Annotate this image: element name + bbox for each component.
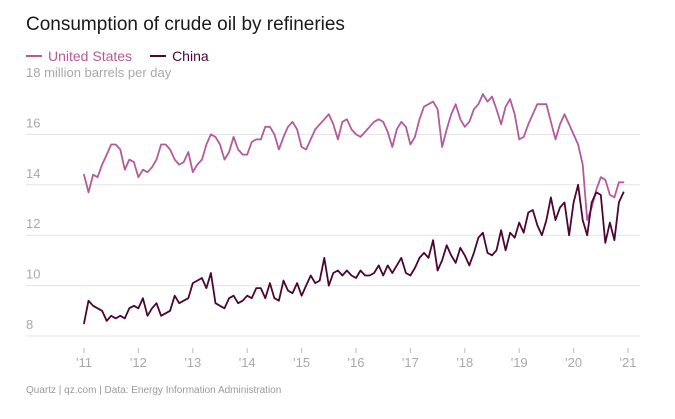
- y-tick-label: 18 million barrels per day: [26, 65, 172, 80]
- source-footer: Quartz | qz.com | Data: Energy Informati…: [26, 385, 282, 396]
- x-tick-label: '17: [402, 355, 419, 370]
- y-tick-label: 12: [26, 216, 40, 231]
- x-tick-label: '14: [239, 355, 256, 370]
- series-line-united-states: [83, 93, 625, 222]
- x-tick-label: '11: [76, 355, 92, 370]
- y-tick-label: 10: [26, 267, 40, 282]
- y-tick-label: 14: [26, 166, 40, 181]
- legend-swatch-china: [150, 55, 167, 57]
- x-tick-label: '19: [511, 355, 528, 370]
- chart-title: Consumption of crude oil by refineries: [26, 14, 345, 35]
- legend-item-china: China: [150, 48, 209, 64]
- legend-swatch-united-states: [26, 55, 42, 57]
- x-tick-label: '15: [293, 355, 310, 370]
- x-tick-label: '21: [620, 355, 637, 370]
- x-tick-label: '18: [456, 355, 473, 370]
- x-tick-label: '12: [130, 355, 147, 370]
- legend: United States China: [26, 48, 209, 64]
- y-axis-unit-label: million barrels per day: [40, 65, 171, 80]
- legend-label-united-states: United States: [48, 48, 133, 64]
- x-tick-label: '16: [348, 355, 365, 370]
- y-tick-label: 16: [26, 115, 40, 130]
- y-tick-label: 8: [26, 317, 33, 332]
- legend-label-china: China: [172, 48, 209, 64]
- x-tick-label: '13: [184, 355, 201, 370]
- series-line-china: [83, 183, 625, 325]
- x-tick-label: '20: [565, 355, 582, 370]
- legend-item-united-states: United States: [26, 48, 132, 64]
